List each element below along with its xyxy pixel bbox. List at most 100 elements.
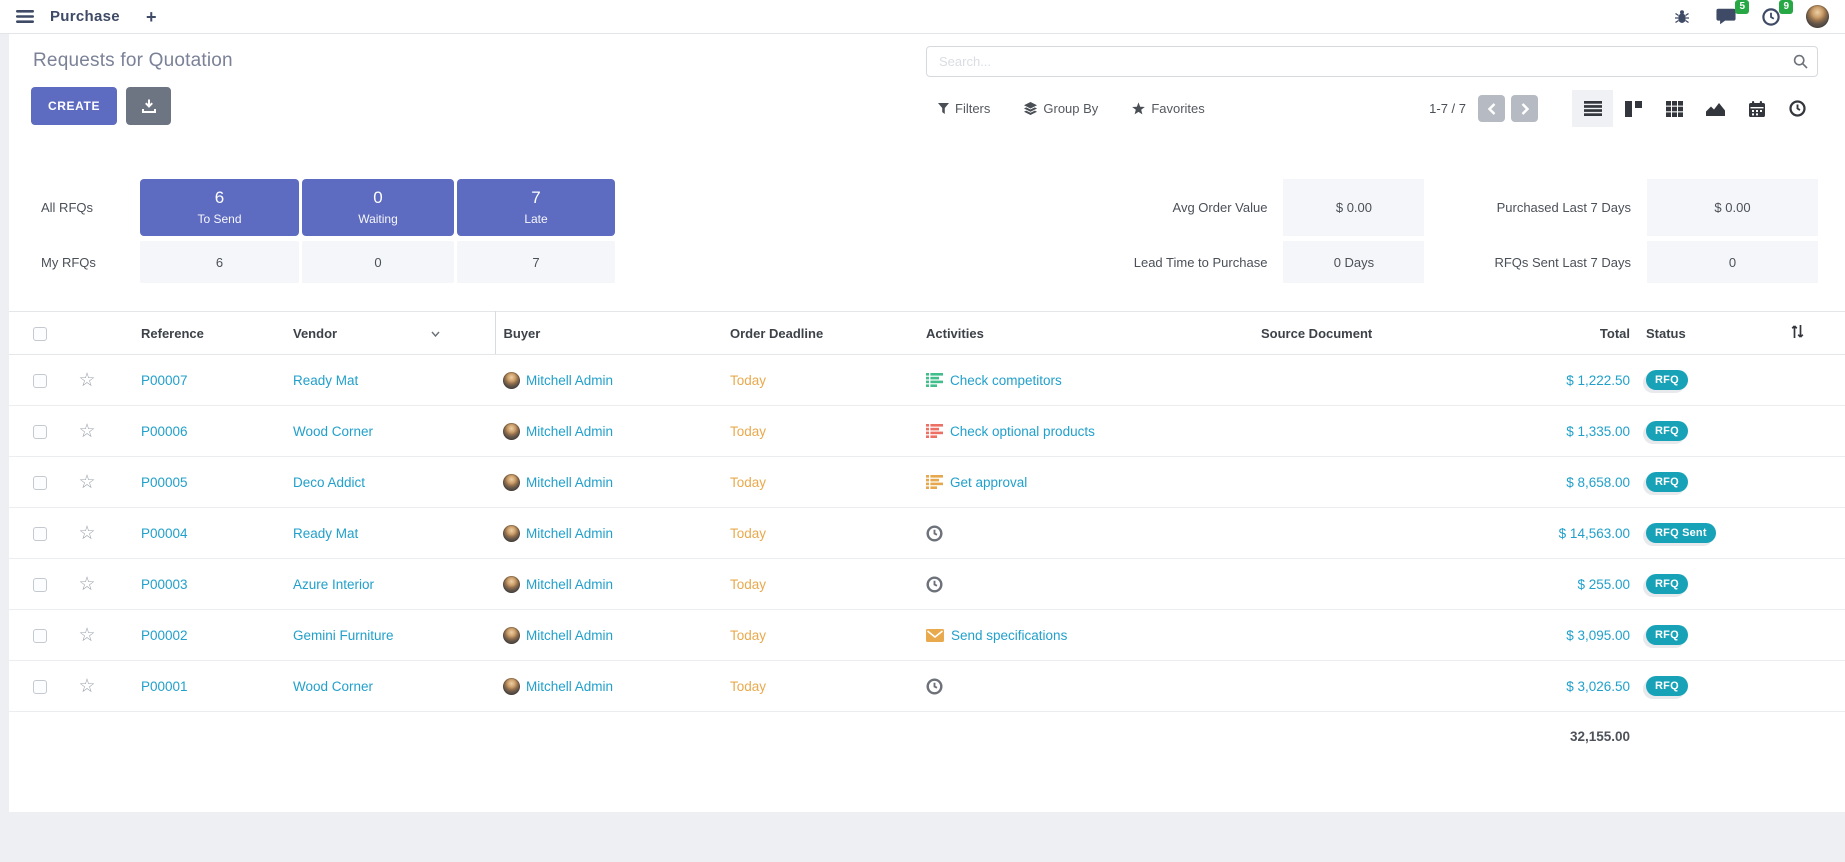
- reference-link[interactable]: P00007: [141, 372, 188, 388]
- reference-link[interactable]: P00003: [141, 576, 188, 592]
- layers-icon: [1024, 102, 1038, 115]
- app-name[interactable]: Purchase: [50, 8, 120, 25]
- activity-label[interactable]: Get approval: [950, 474, 1028, 490]
- activities-clock-icon[interactable]: 9: [1762, 0, 1793, 26]
- rfq-counter-card[interactable]: 0 Waiting: [302, 179, 454, 236]
- buyer-link[interactable]: Mitchell Admin: [526, 372, 614, 388]
- column-header-activities[interactable]: Activities: [918, 311, 1253, 355]
- table-row[interactable]: ☆ P00006 Wood Corner Mitchell Admin Toda…: [9, 405, 1845, 457]
- row-checkbox[interactable]: [33, 577, 47, 592]
- favorites-button[interactable]: Favorites: [1115, 101, 1221, 116]
- view-kanban-icon[interactable]: [1613, 90, 1654, 127]
- rfq-table: Reference Vendor Buyer Order Deadline Ac…: [9, 311, 1845, 761]
- vendor-link[interactable]: Ready Mat: [293, 372, 359, 388]
- apps-menu-icon[interactable]: [16, 10, 34, 23]
- view-calendar-icon[interactable]: [1736, 90, 1777, 127]
- pager-next-button[interactable]: [1511, 95, 1538, 122]
- filters-button[interactable]: Filters: [926, 101, 1007, 116]
- new-tab-button[interactable]: +: [145, 6, 157, 27]
- favorite-star-icon[interactable]: ☆: [78, 675, 96, 697]
- export-button[interactable]: [126, 87, 172, 125]
- row-checkbox[interactable]: [33, 628, 47, 643]
- view-activity-icon[interactable]: [1777, 90, 1818, 127]
- group-by-button[interactable]: Group By: [1007, 101, 1115, 116]
- table-row[interactable]: ☆ P00005 Deco Addict Mitchell Admin Toda…: [9, 456, 1845, 508]
- table-row[interactable]: ☆ P00007 Ready Mat Mitchell Admin Today …: [9, 354, 1845, 406]
- column-header-vendor[interactable]: Vendor: [285, 311, 496, 355]
- reference-link[interactable]: P00005: [141, 474, 188, 490]
- activity-label[interactable]: Send specifications: [951, 627, 1068, 643]
- buyer-link[interactable]: Mitchell Admin: [526, 423, 614, 439]
- vendor-link[interactable]: Azure Interior: [293, 576, 375, 592]
- vendor-link[interactable]: Wood Corner: [293, 423, 374, 439]
- table-row[interactable]: ☆ P00002 Gemini Furniture Mitchell Admin…: [9, 609, 1845, 661]
- messages-icon[interactable]: 5: [1716, 0, 1749, 25]
- stat-label: Purchased Last 7 Days: [1496, 200, 1631, 215]
- counter-label: Waiting: [358, 212, 398, 226]
- row-checkbox[interactable]: [33, 679, 47, 694]
- table-row[interactable]: ☆ P00004 Ready Mat Mitchell Admin Today …: [9, 507, 1845, 559]
- status-badge: RFQ: [1646, 574, 1688, 594]
- my-rfq-counter[interactable]: 7: [457, 241, 615, 283]
- favorite-star-icon[interactable]: ☆: [78, 522, 96, 544]
- pager-previous-button[interactable]: [1478, 95, 1505, 122]
- my-rfqs-label: My RFQs: [41, 254, 96, 270]
- row-checkbox[interactable]: [33, 373, 47, 388]
- select-all-checkbox[interactable]: [33, 326, 47, 341]
- column-header-deadline[interactable]: Order Deadline: [722, 311, 918, 355]
- vendor-link[interactable]: Gemini Furniture: [293, 627, 394, 643]
- activity-list-yellow-icon[interactable]: [926, 475, 943, 489]
- search-icon[interactable]: [1784, 54, 1817, 69]
- favorite-star-icon[interactable]: ☆: [78, 624, 96, 646]
- row-checkbox[interactable]: [33, 526, 47, 541]
- activity-envelope-icon[interactable]: [926, 628, 944, 642]
- vendor-link[interactable]: Deco Addict: [293, 474, 366, 490]
- reference-link[interactable]: P00002: [141, 627, 188, 643]
- table-row[interactable]: ☆ P00003 Azure Interior Mitchell Admin T…: [9, 558, 1845, 610]
- activity-clock-icon[interactable]: [926, 677, 943, 695]
- column-header-status[interactable]: Status: [1638, 311, 1743, 355]
- reference-link[interactable]: P00004: [141, 525, 188, 541]
- favorite-star-icon[interactable]: ☆: [78, 471, 96, 493]
- view-graph-icon[interactable]: [1695, 90, 1736, 127]
- activity-list-red-icon[interactable]: [926, 424, 943, 438]
- vendor-link[interactable]: Ready Mat: [293, 525, 359, 541]
- vendor-link[interactable]: Wood Corner: [293, 678, 374, 694]
- column-header-source[interactable]: Source Document: [1253, 311, 1463, 355]
- activity-list-green-icon[interactable]: [926, 373, 943, 387]
- search-input[interactable]: [927, 54, 1784, 69]
- reference-link[interactable]: P00001: [141, 678, 188, 694]
- create-button[interactable]: CREATE: [31, 87, 118, 125]
- my-rfq-counter[interactable]: 6: [140, 241, 299, 283]
- buyer-link[interactable]: Mitchell Admin: [526, 576, 614, 592]
- favorite-star-icon[interactable]: ☆: [78, 573, 96, 595]
- status-badge: RFQ: [1646, 625, 1688, 645]
- view-pivot-icon[interactable]: [1654, 90, 1695, 127]
- rfq-counter-card[interactable]: 6 To Send: [140, 179, 299, 236]
- buyer-link[interactable]: Mitchell Admin: [526, 627, 614, 643]
- my-rfq-counter[interactable]: 0: [302, 241, 454, 283]
- debug-bug-icon[interactable]: [1674, 9, 1690, 24]
- buyer-link[interactable]: Mitchell Admin: [526, 525, 614, 541]
- buyer-link[interactable]: Mitchell Admin: [526, 678, 614, 694]
- row-checkbox[interactable]: [33, 424, 47, 439]
- column-header-reference[interactable]: Reference: [113, 311, 285, 355]
- activity-clock-icon[interactable]: [926, 524, 943, 542]
- buyer-link[interactable]: Mitchell Admin: [526, 474, 614, 490]
- rfq-counter-card[interactable]: 7 Late: [457, 179, 615, 236]
- activity-clock-icon[interactable]: [926, 575, 943, 593]
- favorite-star-icon[interactable]: ☆: [78, 369, 96, 391]
- column-header-buyer[interactable]: Buyer: [495, 311, 722, 355]
- table-row[interactable]: ☆ P00001 Wood Corner Mitchell Admin Toda…: [9, 660, 1845, 712]
- activity-label[interactable]: Check competitors: [950, 372, 1062, 388]
- column-header-total[interactable]: Total: [1463, 311, 1638, 355]
- total-amount: $ 8,658.00: [1566, 474, 1630, 490]
- reference-link[interactable]: P00006: [141, 423, 188, 439]
- optional-columns-icon[interactable]: [1790, 325, 1805, 342]
- activity-label[interactable]: Check optional products: [950, 423, 1095, 439]
- favorite-star-icon[interactable]: ☆: [78, 420, 96, 442]
- user-avatar[interactable]: [1806, 5, 1829, 28]
- stat-value: $ 0.00: [1647, 179, 1818, 236]
- row-checkbox[interactable]: [33, 475, 47, 490]
- view-list-icon[interactable]: [1572, 90, 1613, 127]
